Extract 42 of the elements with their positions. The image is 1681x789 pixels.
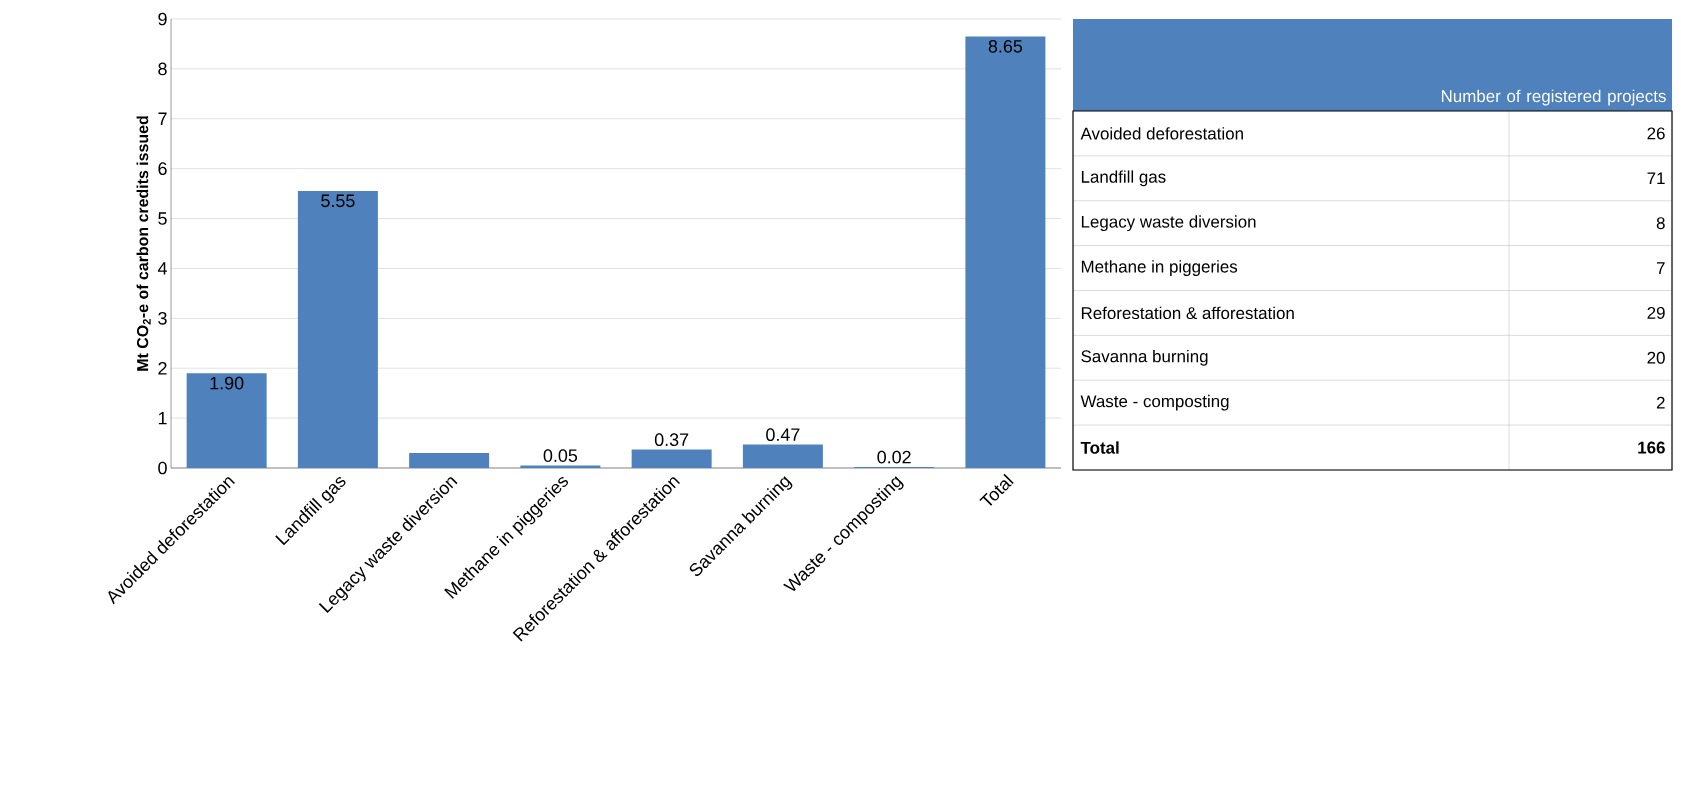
bar (520, 465, 601, 468)
y-tick-label: 4 (157, 262, 167, 275)
data-label: 29 (1647, 306, 1665, 319)
data-label: 0.05 (543, 449, 578, 462)
data-label: 71 (1647, 172, 1665, 185)
data-label: 20 (1647, 351, 1665, 364)
bar (742, 444, 823, 468)
data-label: 1.90 (210, 376, 244, 390)
bar (297, 191, 378, 468)
data-label: 7 (1656, 262, 1665, 274)
y-tick-label: 7 (158, 112, 167, 125)
category-label: Avoided deforestation (1080, 127, 1243, 140)
category-label: Savanna burning (1081, 349, 1208, 366)
data-label: 8 (1656, 217, 1665, 230)
y-tick-label: 3 (158, 311, 167, 325)
category-label: Landfill gas (1081, 170, 1166, 187)
bar (631, 449, 712, 468)
y-tick-label: 2 (158, 361, 167, 375)
y-axis-title: Mt CO$_{2}$-e of carbon credits issued (136, 116, 151, 371)
category-label: Waste - composting (1080, 394, 1229, 411)
category-label: Methane in piggeries (1081, 260, 1238, 276)
y-tick-label: 9 (158, 12, 167, 26)
y-tick-label: 8 (158, 62, 167, 76)
data-label: 8.65 (988, 39, 1023, 53)
y-tick-label: 6 (158, 162, 167, 175)
y-tick-label: 1 (158, 411, 167, 425)
bar (965, 36, 1046, 468)
y-tick-label: 0 (158, 461, 167, 475)
y-tick-label: 5 (158, 212, 167, 225)
data-label: 166 (1638, 441, 1665, 454)
category-label: Legacy waste diversion (1081, 215, 1256, 232)
data-label: 0.47 (766, 428, 800, 442)
bar (186, 373, 267, 468)
data-label: 2 (1656, 396, 1665, 409)
category-label: Total (1080, 441, 1119, 454)
category-label: Reforestation & afforestation (1081, 306, 1294, 320)
data-label: 5.55 (321, 194, 355, 208)
bar (409, 453, 490, 468)
text: Number of registered projects (1441, 89, 1666, 106)
data-label: 0.02 (877, 450, 911, 464)
data-label: 0.37 (654, 433, 689, 446)
data-label: 26 (1647, 127, 1665, 140)
